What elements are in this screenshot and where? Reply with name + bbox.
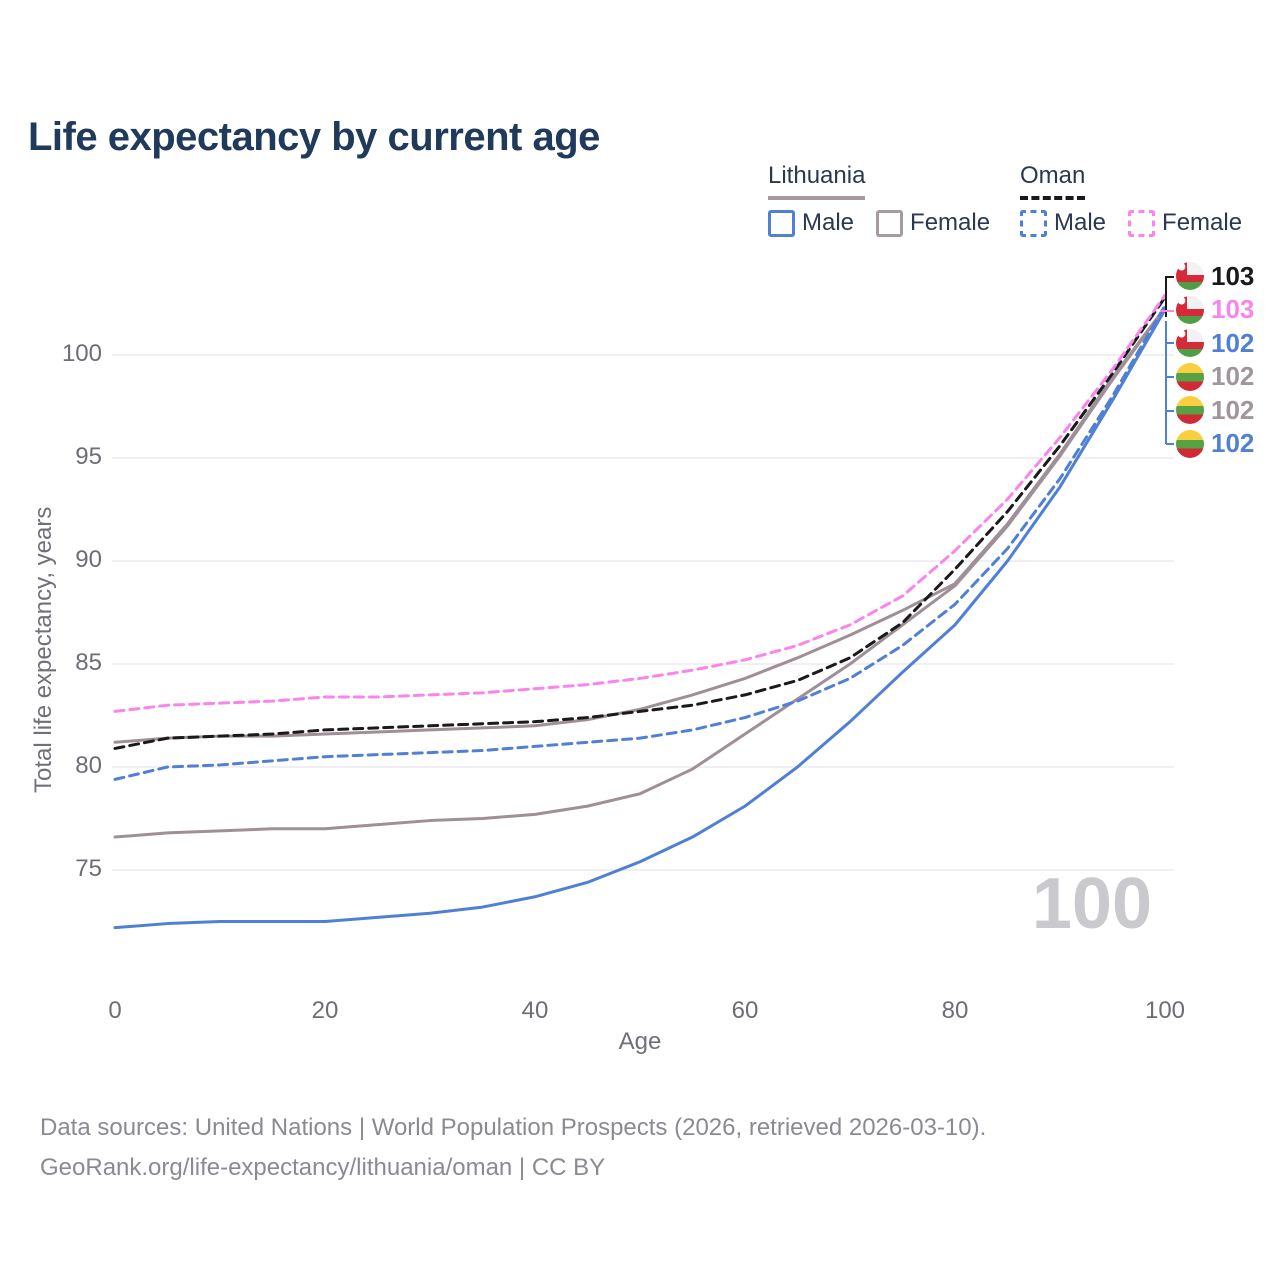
leader-line-bottom	[1165, 321, 1174, 445]
oman-male-label: Male	[1054, 209, 1107, 236]
legend-item-oman-female[interactable]: Female	[1128, 209, 1242, 237]
lithuania-female-swatch-icon[interactable]	[876, 209, 904, 237]
lithuania-male-label: Male	[802, 209, 855, 236]
end-label-lithuania-female: 102	[1176, 361, 1255, 392]
end-label-lithuania-total: 102	[1176, 394, 1255, 425]
lithuania-flag-icon	[1176, 429, 1204, 458]
end-value: 102	[1211, 428, 1255, 459]
end-value: 102	[1211, 327, 1255, 358]
oman-flag-icon	[1176, 329, 1204, 358]
series-lithuania-female[interactable]	[113, 306, 1167, 744]
end-value: 103	[1211, 260, 1255, 291]
legend-group-oman: Oman Male Female	[1020, 162, 1242, 237]
lithuania-female-label: Female	[910, 209, 991, 236]
end-value: 102	[1211, 361, 1255, 392]
legend-row-lithuania: Male Female	[768, 209, 990, 237]
end-value: 102	[1211, 394, 1255, 425]
oman-flag-icon	[1176, 295, 1204, 324]
oman-flag-icon	[1176, 262, 1204, 290]
leader-line-top	[1165, 276, 1174, 317]
footer-data-sources: Data sources: United Nations | World Pop…	[40, 1114, 987, 1141]
legend-country-lithuania[interactable]: Lithuania	[768, 162, 866, 200]
oman-male-swatch-icon[interactable]	[1020, 209, 1047, 237]
page-title: Life expectancy by current age	[28, 114, 600, 159]
legend-item-lithuania-male[interactable]: Male	[768, 209, 854, 237]
legend-group-lithuania: Lithuania Male Female	[768, 162, 990, 237]
lithuania-male-swatch-icon[interactable]	[768, 209, 795, 237]
lithuania-flag-icon	[1176, 362, 1204, 391]
end-label-oman-male: 102	[1176, 327, 1255, 358]
oman-female-swatch-icon[interactable]	[1128, 209, 1156, 237]
end-label-lithuania-male: 102	[1176, 428, 1255, 459]
legend-item-lithuania-female[interactable]: Female	[876, 209, 990, 237]
age-watermark: 100	[1031, 864, 1152, 944]
legend-country-oman[interactable]: Oman	[1020, 162, 1086, 200]
series-oman-total[interactable]	[113, 295, 1167, 750]
line-end-labels: 103 103 102 102 102 102	[1176, 260, 1255, 464]
end-label-oman-female: 103	[1176, 294, 1255, 325]
footer-attribution: GeoRank.org/life-expectancy/lithuania/om…	[40, 1154, 606, 1181]
oman-female-label: Female	[1162, 209, 1243, 236]
legend-item-oman-male[interactable]: Male	[1020, 209, 1106, 237]
series-lithuania-total[interactable]	[113, 306, 1167, 839]
end-value: 103	[1211, 294, 1255, 325]
series-oman-female[interactable]	[113, 293, 1167, 713]
footer: Data sources: United Nations | World Pop…	[40, 1108, 986, 1188]
lithuania-flag-icon	[1176, 396, 1204, 425]
series-oman-male[interactable]	[113, 304, 1167, 781]
legend-row-oman: Male Female	[1020, 209, 1242, 237]
end-label-oman-total: 103	[1176, 260, 1255, 291]
series-lithuania-male[interactable]	[113, 308, 1167, 930]
